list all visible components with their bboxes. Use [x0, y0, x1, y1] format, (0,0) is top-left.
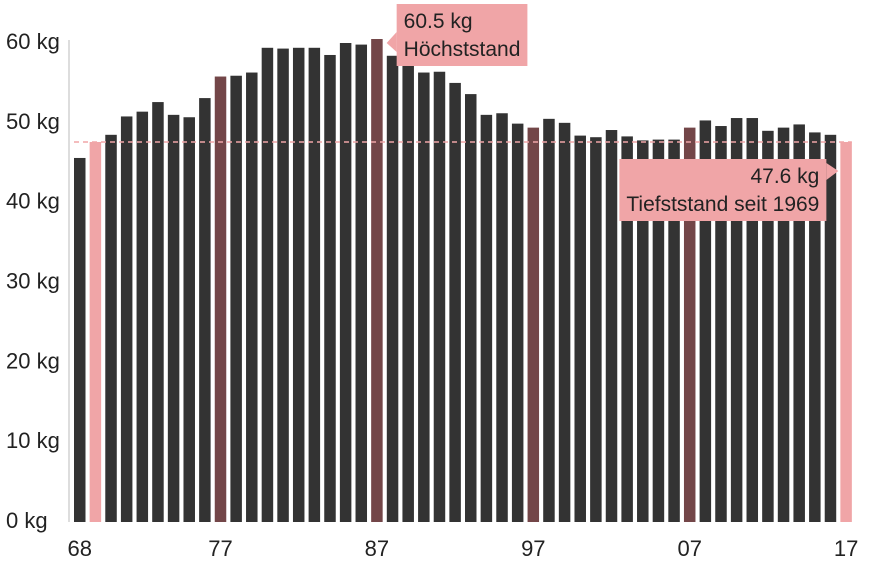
- bar-1994: [480, 114, 493, 522]
- bar-1974: [167, 114, 180, 522]
- y-tick-label: 30 kg: [6, 269, 60, 294]
- bar-2005: [652, 139, 665, 522]
- callout-2017: 47.6 kg Tiefststand seit 1969: [619, 159, 839, 221]
- bar-2001: [590, 137, 602, 522]
- bar-2012: [762, 130, 774, 523]
- bar-1981: [277, 48, 289, 523]
- callout-1987: 60.5 kg Höchststand: [386, 4, 528, 66]
- bar-1982: [292, 47, 305, 522]
- callouts: 60.5 kg Höchststand 47.6 kg Tiefststand sei…: [386, 4, 839, 221]
- bar-1977: [214, 76, 227, 522]
- callout-text: 47.6 kg: [750, 165, 819, 188]
- bar-1992: [449, 82, 461, 523]
- x-tick-label: 87: [365, 536, 389, 561]
- x-axis-ticks: 68 77 87 97 07 17: [68, 536, 859, 561]
- bar-2016: [824, 134, 837, 522]
- bar-1973: [152, 102, 164, 523]
- bar-2015: [809, 132, 821, 522]
- bar-1998: [543, 118, 555, 522]
- y-tick-label: 10 kg: [6, 428, 60, 453]
- bar-1999: [558, 122, 571, 522]
- bar-1993: [465, 94, 477, 523]
- bar-1968: [74, 157, 86, 522]
- bar-1972: [136, 111, 149, 522]
- bar-1986: [355, 44, 368, 522]
- x-tick-label: 17: [834, 536, 858, 561]
- bar-2002: [605, 130, 618, 523]
- bar-1971: [120, 116, 133, 523]
- bar-2014: [793, 124, 805, 523]
- callout-pointer: [386, 32, 397, 52]
- y-tick-label: 0 kg: [6, 508, 48, 533]
- bar-2003: [621, 136, 633, 522]
- bar-1996: [511, 123, 524, 523]
- bar-1984: [324, 54, 336, 522]
- x-tick-label: 07: [677, 536, 701, 561]
- y-axis-ticks: 0 kg 10 kg 20 kg 30 kg 40 kg 50 kg 60 kg: [6, 29, 70, 533]
- bar-2006: [668, 139, 680, 522]
- y-tick-label: 40 kg: [6, 189, 60, 214]
- bar-1987: [371, 39, 383, 523]
- bar-1978: [230, 75, 242, 523]
- bar-1975: [183, 117, 195, 523]
- callout-text: Höchststand: [404, 38, 521, 61]
- bar-1995: [496, 113, 508, 523]
- bar-1983: [308, 47, 321, 522]
- callout-text: 60.5 kg: [404, 10, 473, 33]
- callout-box: [619, 159, 827, 221]
- callout-text: Tiefststand seit 1969: [626, 193, 819, 216]
- bar-2007: [683, 127, 696, 522]
- y-tick-label: 60 kg: [6, 29, 60, 54]
- bar-1980: [261, 47, 274, 522]
- bar-1991: [433, 71, 446, 523]
- bar-2010: [730, 118, 743, 522]
- bar-1985: [339, 43, 352, 522]
- x-tick-label: 68: [68, 536, 92, 561]
- bar-1969: [89, 141, 102, 522]
- bar-1997: [527, 127, 540, 522]
- callout-pointer: [826, 163, 839, 180]
- x-tick-label: 77: [208, 536, 232, 561]
- bar-1970: [105, 134, 117, 522]
- bar-1990: [418, 72, 430, 522]
- bar-2013: [777, 127, 790, 522]
- bar-2009: [715, 126, 727, 522]
- callout-box: [396, 4, 528, 66]
- bar-1976: [199, 98, 211, 523]
- bars: [74, 39, 852, 523]
- bar-2008: [699, 120, 712, 523]
- bar-1988: [386, 55, 399, 522]
- bar-2017: [840, 141, 852, 522]
- bar-2000: [574, 135, 586, 522]
- bar-1989: [402, 59, 414, 522]
- x-tick-label: 97: [521, 536, 545, 561]
- bar-1979: [246, 72, 258, 522]
- bar-2004: [637, 140, 649, 522]
- y-tick-label: 50 kg: [6, 109, 60, 134]
- y-tick-label: 20 kg: [6, 348, 60, 373]
- bar-2011: [746, 118, 759, 522]
